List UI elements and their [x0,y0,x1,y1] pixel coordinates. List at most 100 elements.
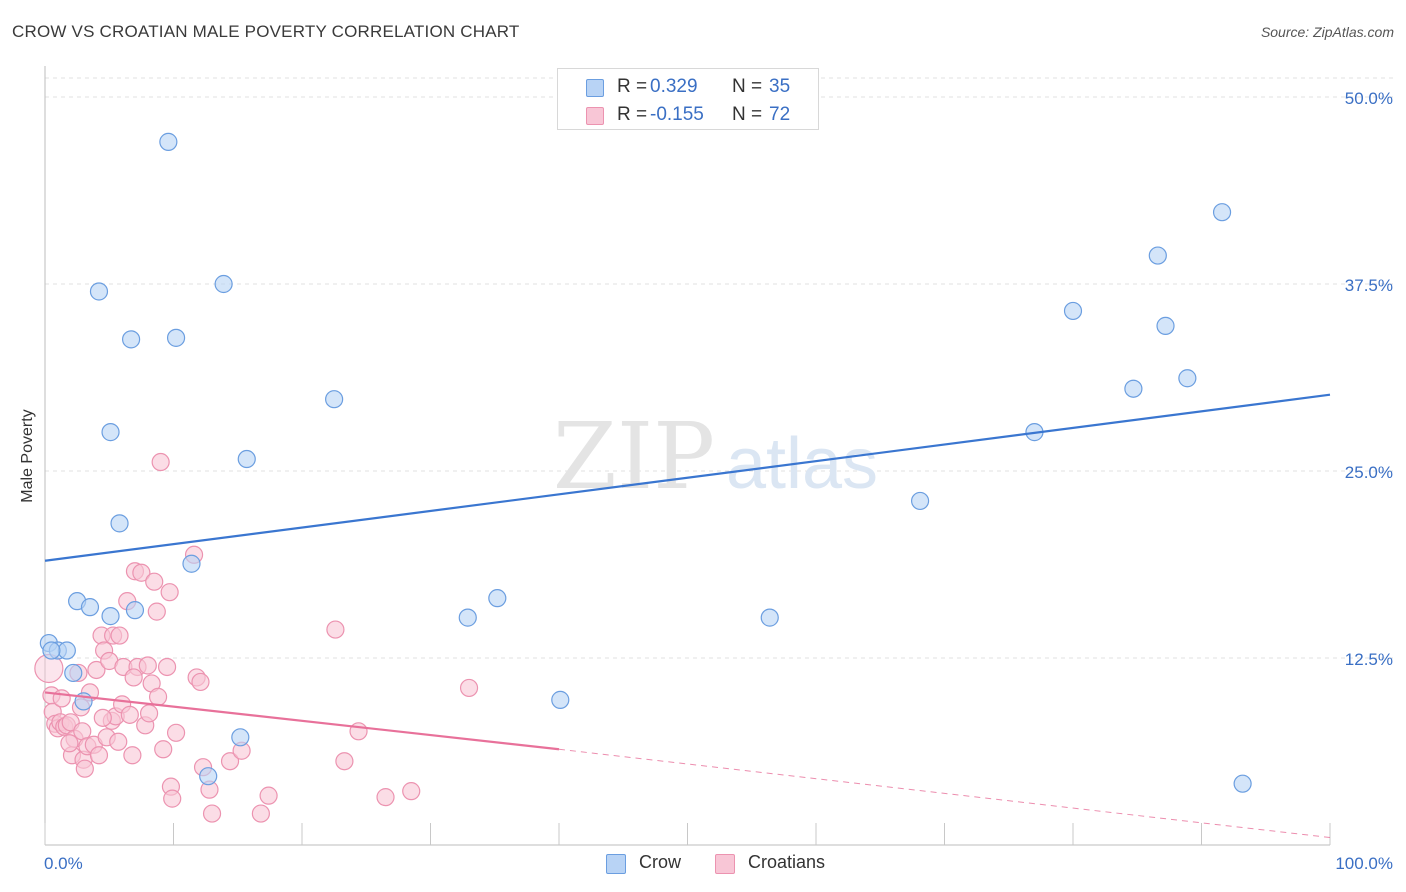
watermark: ZIP atlas [553,403,878,510]
r-label: R = [617,76,648,97]
point-croatians [326,620,345,639]
point-crow [125,601,145,620]
point-crow [488,589,507,608]
point-croatians [93,708,112,727]
point-croatians [459,678,479,698]
point-croatians [120,705,139,724]
point-croatians [139,704,159,723]
point-croatians [75,759,94,778]
point-croatians [124,668,143,687]
legend-swatch-crow [586,79,604,97]
point-crow [101,423,120,442]
x-tick-label-start: 0.0% [44,854,83,873]
point-croatians [147,602,166,621]
tick-labels: 12.5% 25.0% 37.5% 50.0% 0.0% 100.0% [44,89,1393,873]
trend-line-croatians-dashed [558,748,1331,839]
point-croatians [259,786,278,805]
series-legend: Crow Croatians [0,852,1406,876]
x-tick-label-end: 100.0% [1335,854,1393,873]
series-label-crow: Crow [639,852,682,872]
point-croatians [110,626,129,645]
point-croatians [138,656,157,675]
chart-title: CROW VS CROATIAN MALE POVERTY CORRELATIO… [12,22,520,41]
point-croatians [402,782,421,801]
point-crow [910,491,930,511]
point-crow [42,641,61,660]
point-croatians [157,657,177,677]
point-crow [166,328,186,347]
legend-swatch-croatians [586,107,604,125]
trend-line-crow [44,393,1331,562]
series-swatch-crow [606,854,626,874]
legend-row-croatians: R = -0.155 N = 72 [558,101,818,129]
point-croatians [202,804,222,823]
point-crow [159,132,178,151]
point-croatians [52,689,71,708]
point-crow [214,274,233,294]
point-crow [1178,369,1197,388]
point-crow [1233,774,1252,793]
point-crow [231,728,250,747]
point-croatians [335,752,354,771]
point-crow [325,390,344,409]
point-crow [121,330,141,349]
point-croatians [163,789,182,808]
point-croatians [376,788,395,807]
point-croatians [220,752,240,771]
point-crow [237,449,256,469]
point-croatians [89,746,109,765]
point-crow [760,608,779,627]
point-crow [182,554,201,573]
trend-line-croatians [44,691,560,751]
data-points [34,132,1252,823]
trend-lines [44,393,1331,839]
y-tick-label: 50.0% [1345,89,1393,108]
point-crow [1156,316,1175,335]
point-crow [1212,203,1232,222]
point-croatians [145,572,164,591]
point-croatians [60,734,79,753]
n-value: 35 [769,76,791,97]
point-crow [64,663,83,683]
series-label-croatians: Croatians [748,852,826,872]
point-crow [1124,379,1143,398]
point-croatians [148,687,168,706]
point-crow [551,690,570,709]
point-crow [110,514,129,533]
legend-row-crow: R = 0.329 N = 35 [558,73,818,101]
r-value: -0.155 [650,104,704,125]
point-croatians [151,452,170,472]
point-crow [101,607,120,626]
point-croatians [87,660,106,680]
source-label: Source: ZipAtlas.com [1260,24,1394,40]
r-label: R = [617,104,648,125]
point-crow [80,598,100,617]
grid-lines [45,77,1394,659]
point-crow [458,608,477,627]
y-tick-label: 25.0% [1345,463,1393,482]
axes [44,66,1331,846]
point-crow [199,767,218,786]
stats-legend: R = 0.329 N = 35 R = -0.155 N = 72 [557,68,819,130]
point-crow [1063,301,1083,321]
point-croatians [191,672,210,692]
y-tick-label: 37.5% [1345,276,1393,295]
point-crow [57,641,76,660]
point-croatians [109,732,128,751]
y-tick-label: 12.5% [1345,650,1393,669]
n-label: N = [732,104,763,125]
point-crow [1148,246,1167,265]
point-croatians [251,804,270,823]
watermark-zip: ZIP [553,403,715,510]
n-label: N = [732,76,763,97]
point-croatians [123,746,142,765]
point-croatians [154,740,173,759]
point-crow [89,282,109,301]
point-croatians [132,563,151,582]
r-value: 0.329 [650,76,698,97]
series-swatch-croatians [715,854,735,874]
point-croatians [160,583,179,602]
n-value: 72 [769,104,791,125]
point-croatians [166,723,186,742]
